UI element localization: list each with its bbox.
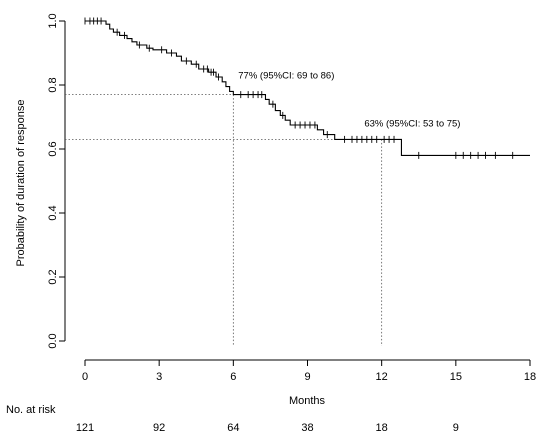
survival-curve bbox=[85, 20, 530, 156]
y-tick-label: 0.6 bbox=[47, 141, 59, 156]
at-risk-value: 9 bbox=[453, 422, 459, 434]
axes: 0.0 0.2 0.4 0.6 0.8 1.0 0 3 6 9 12 15 18 bbox=[47, 13, 536, 383]
y-axis-label: Probability of duration of response bbox=[15, 100, 27, 267]
annotation-label: 77% (95%CI: 69 to 86) bbox=[238, 71, 334, 82]
at-risk-label: No. at risk bbox=[6, 404, 56, 416]
x-tick-label: 18 bbox=[524, 371, 536, 383]
annotation-label: 63% (95%CI: 53 to 75) bbox=[364, 119, 460, 130]
at-risk-value: 92 bbox=[153, 422, 165, 434]
y-tick-label: 0.0 bbox=[47, 333, 59, 348]
at-risk-value: 38 bbox=[301, 422, 313, 434]
x-tick-label: 0 bbox=[82, 371, 88, 383]
y-tick-label: 0.2 bbox=[47, 269, 59, 284]
at-risk-value: 18 bbox=[376, 422, 388, 434]
y-tick-label: 0.4 bbox=[47, 205, 59, 220]
x-tick-label: 15 bbox=[450, 371, 462, 383]
x-tick-label: 6 bbox=[230, 371, 236, 383]
survival-curve-layer bbox=[85, 20, 530, 156]
y-tick-label: 0.8 bbox=[47, 77, 59, 92]
at-risk-row: 121 92 64 38 18 9 bbox=[76, 422, 459, 434]
at-risk-value: 121 bbox=[76, 422, 94, 434]
x-axis-label: Months bbox=[289, 395, 326, 407]
x-tick-label: 9 bbox=[304, 371, 310, 383]
y-tick-label: 1.0 bbox=[47, 13, 59, 28]
x-tick-label: 3 bbox=[156, 371, 162, 383]
x-tick-label: 12 bbox=[376, 371, 388, 383]
censor-marks bbox=[84, 17, 514, 159]
annotations: 77% (95%CI: 69 to 86) 63% (95%CI: 53 to 7… bbox=[238, 71, 460, 130]
reference-lines bbox=[65, 94, 383, 346]
at-risk-value: 64 bbox=[227, 422, 239, 434]
